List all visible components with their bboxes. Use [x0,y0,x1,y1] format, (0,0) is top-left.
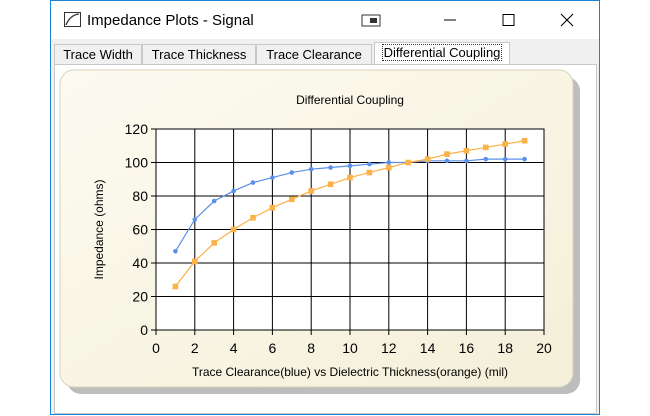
x-tick-label: 8 [307,340,315,356]
data-point [502,156,508,162]
x-tick-label: 18 [497,340,513,356]
x-tick-label: 12 [381,340,397,356]
series-group [172,137,528,290]
series-1 [173,156,527,254]
data-point [230,226,237,233]
data-point [502,141,508,147]
app-window: Impedance Plots - Signal Trace Width Tra… [50,0,600,415]
data-point [347,174,353,181]
axes: 0 2 4 6 8 10 12 14 16 18 20 0 20 40 60 80 100 120 [125,121,552,356]
y-tick-label: 120 [125,121,149,137]
chart: Differential Coupling 0 2 4 6 8 10 12 14 16 18 200… [59,69,580,394]
data-point [172,283,179,290]
chart-title: Differential Coupling [296,93,404,107]
tab-differential-coupling[interactable]: Differential Coupling [374,42,510,65]
data-point [347,163,353,169]
y-tick-label: 0 [140,322,148,338]
data-point [424,156,431,162]
data-point [521,137,528,144]
data-point [308,166,314,172]
y-axis-title: Impedance (ohms) [92,179,106,279]
maximize-icon[interactable] [496,9,520,31]
tab-page: Differential Coupling 0 2 4 6 8 10 12 14 16 18 20 0… [54,64,597,414]
title-bar[interactable]: Impedance Plots - Signal [51,1,599,39]
x-tick-label: 20 [536,340,552,356]
data-point [483,156,489,162]
data-point [211,198,217,204]
data-point [366,169,373,176]
close-icon[interactable] [555,9,579,31]
data-point [386,160,392,165]
data-point [386,164,392,171]
data-point [522,156,527,162]
y-tick-label: 40 [132,255,148,271]
x-tick-label: 6 [269,340,277,356]
data-point [367,161,372,167]
tab-label: Trace Width [63,47,133,62]
tab-trace-width[interactable]: Trace Width [54,44,142,64]
window-title: Impedance Plots - Signal [87,12,254,29]
data-point [308,188,314,194]
data-point [327,181,334,188]
data-point [211,240,217,246]
data-point [444,151,450,157]
data-point [270,175,275,180]
data-point [250,214,256,221]
tab-trace-clearance[interactable]: Trace Clearance [256,44,372,64]
chart-app-icon [64,12,81,27]
data-point [405,159,411,166]
y-tick-label: 20 [132,289,148,305]
y-tick-label: 80 [132,188,148,204]
snap-layout-icon[interactable] [359,9,383,31]
tab-strip: Trace Width Trace Thickness Trace Cleara… [54,42,598,65]
y-tick-label: 100 [125,155,149,171]
data-point [328,165,333,170]
tab-label: Trace Thickness [151,47,247,62]
data-point [464,158,469,164]
data-point [250,180,256,185]
x-tick-label: 4 [230,340,238,356]
data-point [463,147,470,154]
y-tick-label: 60 [132,222,148,238]
data-point [444,158,450,164]
data-point [192,217,198,222]
x-axis-title: Trace Clearance(blue) vs Dielectric Thic… [192,365,508,379]
tab-label: Differential Coupling [381,44,503,61]
data-point [231,188,236,194]
data-point [289,196,295,203]
data-point [192,258,198,265]
tab-label: Trace Clearance [266,47,362,62]
x-tick-label: 2 [191,340,199,356]
minimize-icon[interactable] [438,9,462,31]
data-point [483,144,489,151]
data-point [173,248,178,254]
series-2 [172,137,528,290]
x-tick-label: 16 [459,340,475,356]
x-tick-label: 0 [152,340,160,356]
tab-trace-thickness[interactable]: Trace Thickness [142,44,256,64]
data-point [269,204,276,211]
data-point [289,170,295,175]
x-tick-label: 10 [342,340,358,356]
x-tick-label: 14 [420,340,436,356]
